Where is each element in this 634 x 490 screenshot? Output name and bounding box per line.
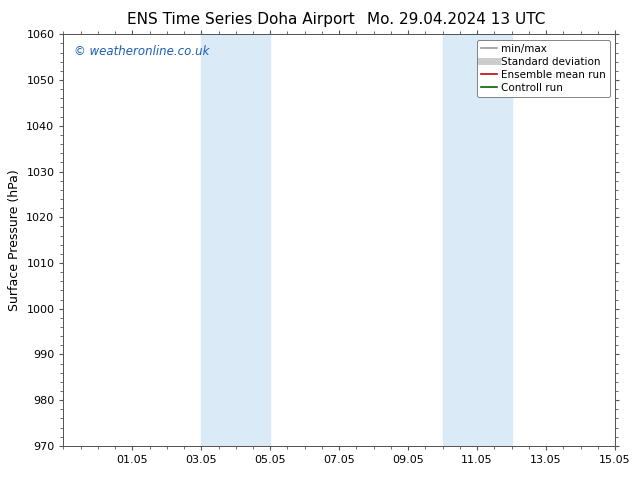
Bar bbox=[443, 34, 477, 446]
Legend: min/max, Standard deviation, Ensemble mean run, Controll run: min/max, Standard deviation, Ensemble me… bbox=[477, 40, 610, 97]
Y-axis label: Surface Pressure (hPa): Surface Pressure (hPa) bbox=[8, 169, 21, 311]
Bar bbox=[236, 34, 270, 446]
Text: ENS Time Series Doha Airport: ENS Time Series Doha Airport bbox=[127, 12, 355, 27]
Bar bbox=[202, 34, 236, 446]
Text: © weatheronline.co.uk: © weatheronline.co.uk bbox=[74, 45, 210, 58]
Text: Mo. 29.04.2024 13 UTC: Mo. 29.04.2024 13 UTC bbox=[367, 12, 546, 27]
Bar bbox=[477, 34, 512, 446]
